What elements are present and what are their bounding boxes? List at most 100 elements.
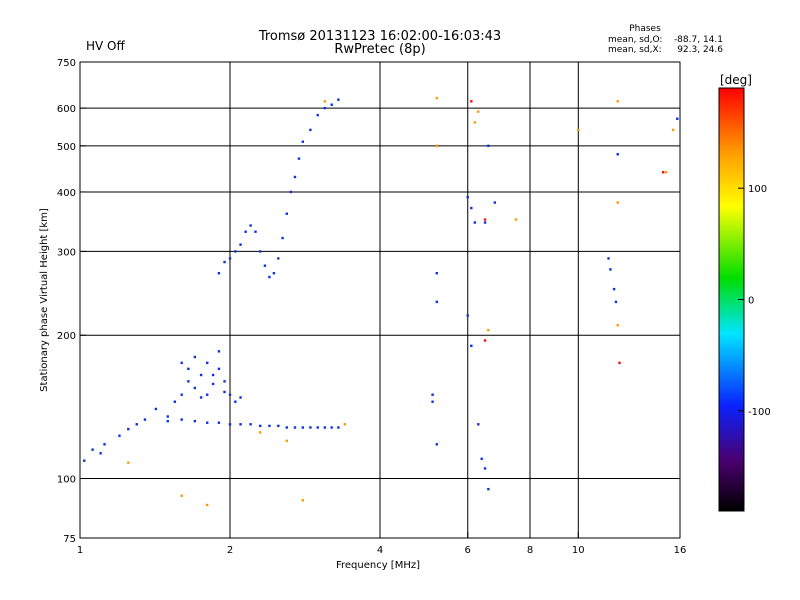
data-point xyxy=(323,106,327,110)
data-point xyxy=(473,121,477,124)
data-point xyxy=(205,393,209,396)
data-point xyxy=(343,423,347,426)
x-tick-label: 4 xyxy=(377,545,383,556)
data-point xyxy=(487,328,490,332)
data-point xyxy=(330,426,333,429)
data-point xyxy=(487,144,490,148)
data-point xyxy=(244,230,247,233)
stats-o-label: mean, sd,O: xyxy=(608,35,662,45)
data-point xyxy=(249,224,252,227)
data-point xyxy=(234,400,237,403)
data-point xyxy=(199,373,203,377)
colorbar-tick-label: 0 xyxy=(748,296,754,307)
data-point xyxy=(193,419,197,423)
data-point xyxy=(470,206,473,210)
data-point xyxy=(180,418,183,421)
data-point xyxy=(268,275,271,279)
data-point xyxy=(316,113,319,117)
data-point xyxy=(239,396,242,399)
data-point xyxy=(234,250,237,253)
data-point xyxy=(676,117,679,120)
data-point xyxy=(193,386,197,390)
data-point xyxy=(211,373,215,377)
data-point xyxy=(330,103,333,106)
data-points xyxy=(83,96,679,507)
data-point xyxy=(337,426,340,429)
data-point xyxy=(285,426,288,429)
data-point xyxy=(217,421,221,424)
data-point xyxy=(323,426,327,429)
colorbar-tick-label: -100 xyxy=(748,407,771,418)
data-point xyxy=(187,367,190,371)
y-tick-label: 400 xyxy=(57,188,76,199)
x-axis-label: Frequency [MHz] xyxy=(336,560,420,571)
data-point xyxy=(577,128,580,132)
data-point xyxy=(612,287,616,291)
data-point xyxy=(259,424,262,428)
data-point xyxy=(249,423,252,426)
data-point xyxy=(661,171,665,174)
data-point xyxy=(166,415,169,418)
data-point xyxy=(272,272,276,275)
data-point xyxy=(323,100,327,103)
data-point xyxy=(180,393,183,396)
data-point xyxy=(217,350,221,353)
data-point xyxy=(477,110,480,113)
data-point xyxy=(263,264,267,267)
data-point xyxy=(293,175,297,179)
data-point xyxy=(309,426,312,429)
stats-x-label: mean, sd,X: xyxy=(608,45,662,55)
data-point xyxy=(259,431,262,434)
data-point xyxy=(487,487,490,491)
grid-lines xyxy=(80,62,680,538)
data-point xyxy=(118,434,121,437)
chart-title-line2: RwPretec (8p) xyxy=(334,42,425,57)
data-point xyxy=(301,140,305,143)
data-point xyxy=(83,459,86,462)
data-point xyxy=(435,96,438,100)
data-point xyxy=(217,367,221,371)
data-point xyxy=(483,221,487,224)
data-point xyxy=(664,171,668,174)
data-point xyxy=(435,300,438,304)
data-point xyxy=(671,128,675,132)
x-tick-label: 2 xyxy=(227,545,233,556)
data-point xyxy=(166,419,169,423)
data-point xyxy=(483,467,487,470)
data-point xyxy=(435,272,438,275)
data-point xyxy=(483,218,487,221)
data-point xyxy=(180,361,183,365)
x-tick-label: 8 xyxy=(527,545,533,556)
data-point xyxy=(187,380,190,383)
data-point xyxy=(616,323,619,327)
colorbar-ticks: 100 0 -100 xyxy=(738,184,771,418)
data-point xyxy=(301,499,305,502)
data-point xyxy=(616,100,619,103)
data-point xyxy=(143,418,147,421)
y-tick-label: 500 xyxy=(57,142,76,153)
data-point xyxy=(254,230,257,233)
y-axis: 75 100 200 300 400 500 600 750 xyxy=(57,58,86,545)
stats-x-values: 92.3, 24.6 xyxy=(677,45,723,55)
y-tick-label: 600 xyxy=(57,104,76,115)
data-point xyxy=(259,250,262,253)
x-axis: 1 2 4 6 8 10 16 xyxy=(77,532,686,556)
data-point xyxy=(483,339,487,342)
data-point xyxy=(514,218,518,221)
data-point xyxy=(217,272,221,275)
data-point xyxy=(180,494,183,497)
data-point xyxy=(127,427,130,431)
data-point xyxy=(473,221,477,224)
colorbar-tick-label: 100 xyxy=(748,184,767,195)
data-point xyxy=(616,201,619,204)
stats-title: Phases xyxy=(629,24,661,34)
data-point xyxy=(205,361,209,365)
y-tick-label: 100 xyxy=(57,475,76,486)
data-point xyxy=(293,426,297,429)
data-point xyxy=(205,421,209,424)
x-tick-label: 10 xyxy=(572,545,585,556)
data-point xyxy=(435,144,438,148)
data-point xyxy=(154,407,158,411)
data-point xyxy=(91,448,94,451)
data-point xyxy=(609,268,612,271)
